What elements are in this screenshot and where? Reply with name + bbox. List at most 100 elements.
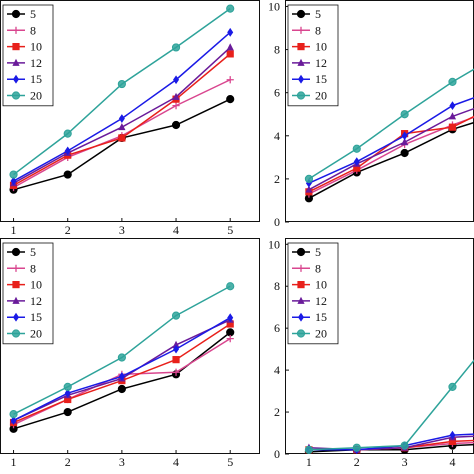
legend-label-10: 10 <box>315 40 327 54</box>
legend-marker-12 <box>12 58 20 66</box>
y-tick-label: 4 <box>274 129 280 143</box>
data-point-10 <box>172 356 180 364</box>
legend-marker-12 <box>12 296 20 304</box>
data-point-15 <box>64 146 71 156</box>
data-point-5 <box>171 120 181 130</box>
data-point-5 <box>226 328 235 337</box>
legend-box <box>287 4 339 107</box>
legend-marker-20 <box>296 329 306 338</box>
x-tick-label: 2 <box>65 455 71 469</box>
data-point-15 <box>449 101 456 111</box>
legend-marker-8 <box>12 26 20 34</box>
x-tick-label: 1 <box>11 455 17 469</box>
y-tick-label: 8 <box>274 43 280 57</box>
data-point-15 <box>449 430 456 440</box>
legend-label-8: 8 <box>315 261 321 275</box>
legend-marker-5 <box>11 247 21 257</box>
legend-label-15: 15 <box>30 72 42 86</box>
y-tick-label: 2 <box>274 405 280 419</box>
legend-label-10: 10 <box>315 278 327 292</box>
y-tick-label: 10 <box>268 237 280 251</box>
y-tick-label: 8 <box>274 279 280 293</box>
data-point-15 <box>118 372 125 381</box>
legend-marker-15 <box>298 312 304 322</box>
x-tick-label: 3 <box>119 223 125 237</box>
data-point-15 <box>173 344 180 354</box>
series-line-5 <box>13 98 231 191</box>
legend-marker-15 <box>13 312 19 322</box>
x-tick-label: 4 <box>173 455 179 469</box>
legend-marker-5 <box>11 9 21 19</box>
data-point-10 <box>64 395 72 404</box>
data-point-20 <box>352 144 361 153</box>
legend-label-5: 5 <box>315 7 321 21</box>
data-point-5 <box>63 170 72 179</box>
legend-marker-8 <box>12 264 20 272</box>
y-tick-label: 10 <box>268 0 280 13</box>
legend: 5 8 10 12 15 20 <box>2 4 54 107</box>
data-point-20 <box>400 441 409 450</box>
legend-marker-10 <box>12 281 20 289</box>
data-point-5 <box>400 148 409 158</box>
legend-label-15: 15 <box>315 310 327 324</box>
y-tick-label: 2 <box>274 172 280 186</box>
legend-label-20: 20 <box>315 327 327 341</box>
y-tick-label: 6 <box>274 321 280 335</box>
legend-marker-15 <box>13 74 19 84</box>
y-tick-label: 4 <box>274 363 280 377</box>
data-point-12 <box>226 43 234 51</box>
legend-marker-20 <box>11 91 21 100</box>
data-point-20 <box>448 77 457 87</box>
data-point-15 <box>10 416 17 425</box>
data-point-20 <box>63 382 72 391</box>
data-point-20 <box>304 445 314 454</box>
data-point-20 <box>117 79 126 89</box>
data-point-20 <box>63 129 72 138</box>
data-point-5 <box>226 95 235 104</box>
data-point-8 <box>226 76 234 84</box>
series-group <box>304 359 474 454</box>
x-tick-label: 2 <box>65 223 71 237</box>
legend: 5 8 10 12 15 20 <box>287 242 339 345</box>
data-point-20 <box>171 311 181 320</box>
legend-label-8: 8 <box>30 261 36 275</box>
legend-marker-10 <box>297 281 305 289</box>
data-point-8 <box>172 368 180 376</box>
data-point-5 <box>117 384 126 394</box>
data-point-20 <box>304 174 314 183</box>
legend-marker-12 <box>297 296 305 304</box>
legend-marker-20 <box>11 329 21 338</box>
data-point-15 <box>401 131 408 141</box>
legend-marker-5 <box>296 247 306 257</box>
chart-panel-top-right: 0 2 4 6 8 10 5 8 10 12 15 20 <box>268 0 474 229</box>
legend-marker-10 <box>297 43 305 51</box>
legend-box <box>2 4 54 107</box>
legend-label-20: 20 <box>30 89 42 103</box>
data-point-20 <box>400 110 409 119</box>
x-tick-label: 1 <box>306 455 312 469</box>
data-point-20 <box>448 382 457 391</box>
legend-label-12: 12 <box>315 56 327 70</box>
x-tick-label: 5 <box>227 223 233 237</box>
series-group <box>304 68 474 203</box>
data-point-10 <box>353 164 361 172</box>
data-point-12 <box>401 138 409 146</box>
x-tick-label: 3 <box>402 455 408 469</box>
data-point-20 <box>9 170 18 179</box>
data-point-15 <box>10 176 17 186</box>
legend: 5 8 10 12 15 20 <box>287 4 339 107</box>
data-point-10 <box>448 437 457 446</box>
data-point-10 <box>118 134 126 142</box>
x-tick-label: 4 <box>449 455 455 469</box>
data-point-20 <box>171 43 181 52</box>
legend-box <box>287 242 339 345</box>
series-group <box>9 282 235 433</box>
series-line-8 <box>308 116 474 195</box>
data-point-20 <box>226 4 235 13</box>
data-point-10 <box>226 320 234 328</box>
legend-marker-8 <box>297 264 305 272</box>
data-point-15 <box>64 388 71 398</box>
data-point-10 <box>226 50 234 58</box>
legend-label-20: 20 <box>30 327 42 341</box>
